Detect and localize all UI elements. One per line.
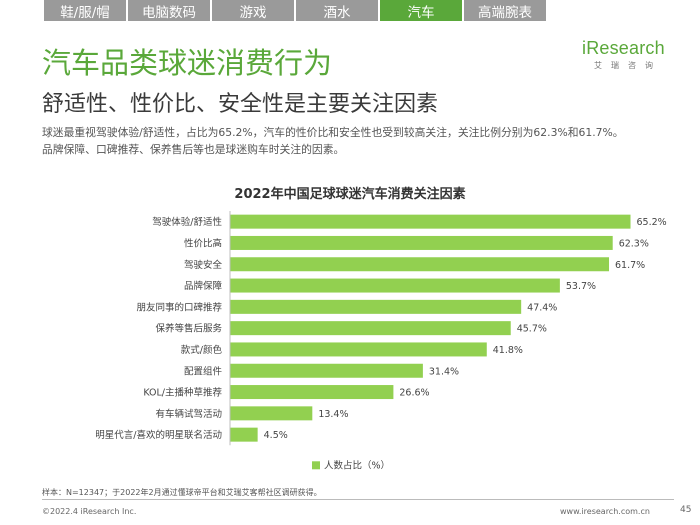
bar	[230, 406, 313, 421]
iresearch-logo: iResearch 艾瑞咨询	[582, 38, 665, 71]
value-label: 65.2%	[637, 217, 667, 228]
bar	[230, 278, 560, 293]
bar	[230, 363, 423, 378]
category-label: 朋友同事的口碑推荐	[136, 301, 222, 313]
bar-chart: 驾驶体验/舒适性 65.2% 性价比高 62.3% 驾驶安全 61.7% 品牌保障 53.7%…	[95, 211, 667, 471]
value-label: 31.4%	[429, 366, 459, 377]
tab-digital[interactable]: 电脑数码	[128, 0, 210, 21]
category-label: 驾驶安全	[184, 259, 223, 271]
value-label: 61.7%	[615, 260, 645, 271]
tab-watches[interactable]: 高端腕表	[464, 0, 546, 21]
footer-divider	[42, 499, 674, 500]
logo-subtext: 艾瑞咨询	[594, 61, 662, 70]
category-tabs: 鞋/服/帽 电脑数码 游戏 酒水 汽车 高端腕表	[44, 0, 546, 21]
description-line-2: 品牌保障、口碑推荐、保养售后等也是球迷购车时关注的因素。	[42, 143, 345, 156]
category-label: 款式/颜色	[181, 344, 223, 356]
category-label: 驾驶体验/舒适性	[152, 216, 222, 228]
tab-games[interactable]: 游戏	[212, 0, 294, 21]
value-label: 13.4%	[318, 409, 348, 420]
bar	[230, 299, 522, 314]
category-label: 保养等售后服务	[155, 323, 222, 335]
website-link[interactable]: www.iresearch.com.cn	[560, 507, 650, 516]
value-label: 53.7%	[566, 281, 596, 292]
category-label: 明星代言/喜欢的明星联名活动	[95, 429, 222, 441]
tab-shoes-clothing[interactable]: 鞋/服/帽	[44, 0, 126, 21]
logo-text: iResearch	[582, 38, 665, 58]
page-title: 汽车品类球迷消费行为	[42, 46, 333, 80]
tab-liquor[interactable]: 酒水	[296, 0, 378, 21]
sample-note: 样本：N=12347；于2022年2月通过懂球帝平台和艾瑞艾客帮社区调研获得。	[42, 488, 322, 497]
bar	[230, 427, 258, 442]
category-label: 品牌保障	[184, 280, 223, 292]
legend-swatch	[312, 461, 320, 470]
chart-title: 2022年中国足球球迷汽车消费关注因素	[234, 187, 466, 202]
bar	[230, 321, 511, 336]
value-label: 41.8%	[493, 345, 523, 356]
page-number: 45	[680, 505, 692, 515]
page-subtitle: 舒适性、性价比、安全性是主要关注因素	[42, 92, 439, 117]
category-label: 配置组件	[184, 365, 223, 377]
value-label: 45.7%	[517, 324, 547, 335]
legend-label: 人数占比（%）	[324, 459, 390, 471]
bar	[230, 342, 487, 357]
bar	[230, 235, 613, 250]
bar	[230, 214, 631, 229]
category-label: 有车辆试驾活动	[155, 408, 222, 420]
bar	[230, 385, 394, 400]
value-label: 4.5%	[264, 430, 288, 441]
value-label: 62.3%	[619, 238, 649, 249]
category-label: KOL/主播种草推荐	[143, 387, 222, 399]
bar	[230, 257, 610, 272]
copyright: ©2022.4 iResearch Inc.	[42, 507, 137, 516]
value-label: 47.4%	[527, 302, 557, 313]
value-label: 26.6%	[399, 388, 429, 399]
description-line-1: 球迷最重视驾驶体验/舒适性，占比为65.2%，汽车的性价比和安全性也受到较高关注…	[42, 126, 624, 139]
tab-car[interactable]: 汽车	[380, 0, 462, 21]
description: 球迷最重视驾驶体验/舒适性，占比为65.2%，汽车的性价比和安全性也受到较高关注…	[42, 124, 682, 158]
category-label: 性价比高	[184, 237, 222, 249]
